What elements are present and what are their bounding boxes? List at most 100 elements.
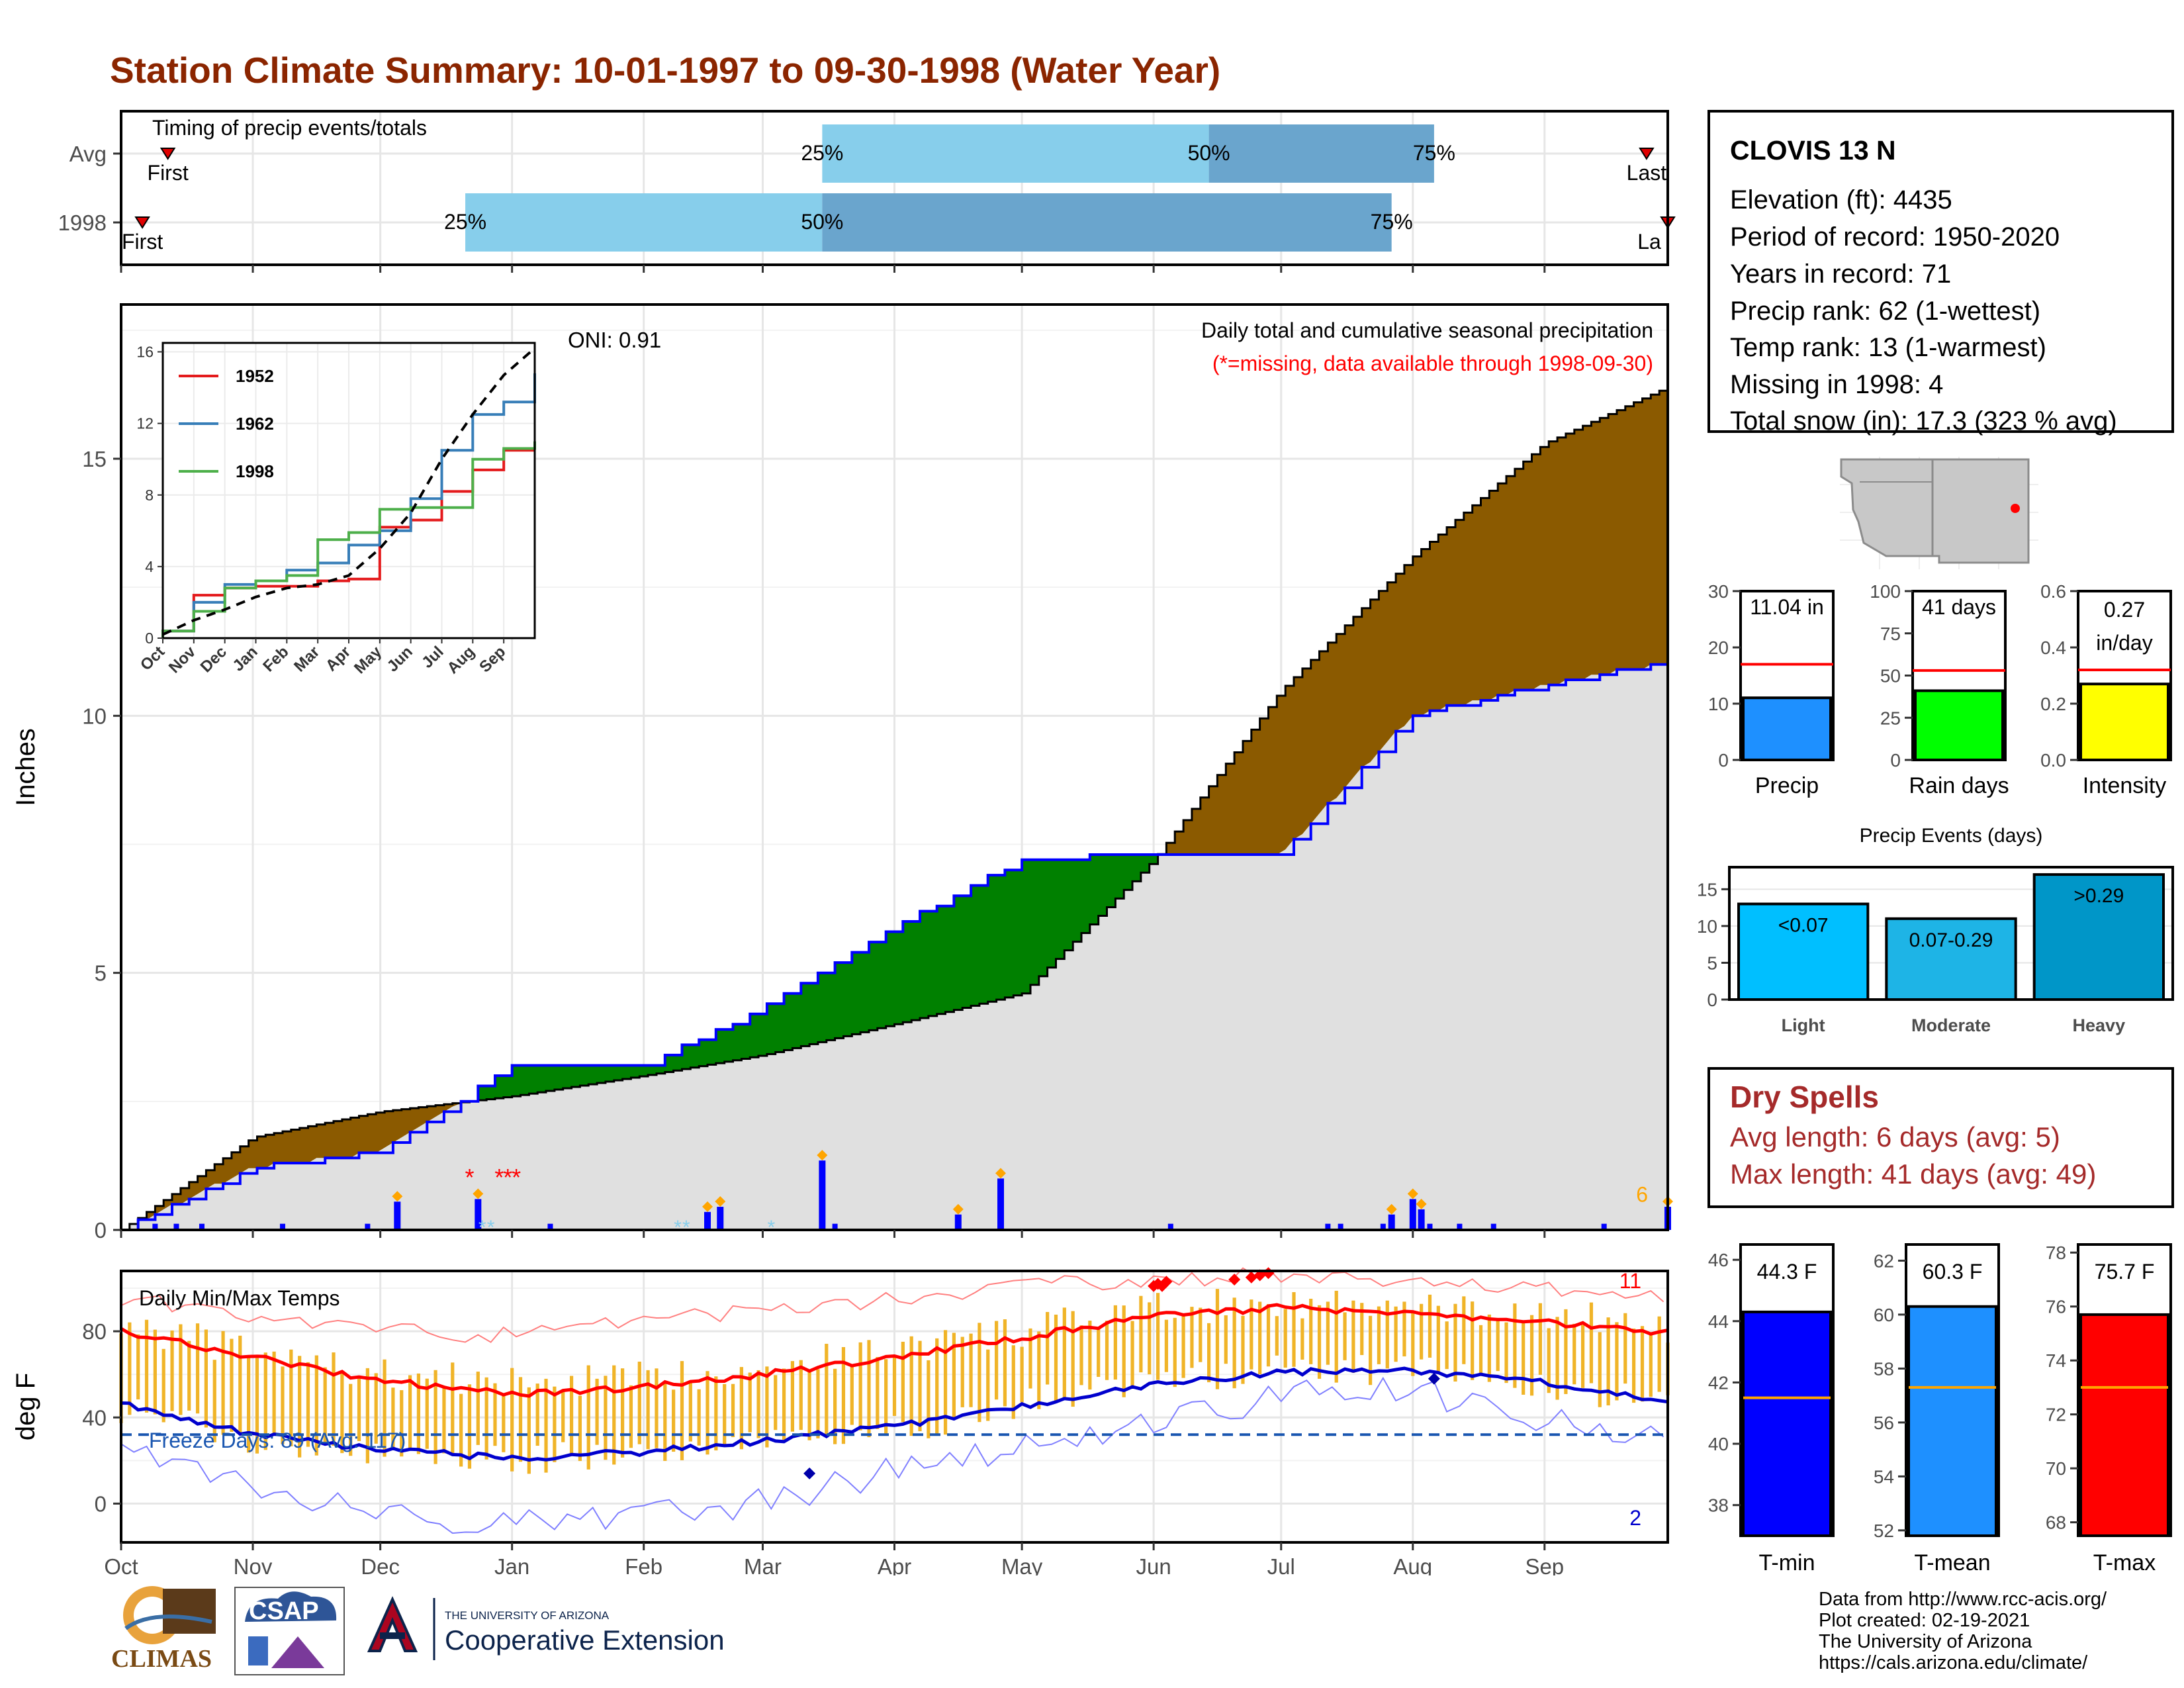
record-low-line xyxy=(120,1376,1664,1534)
daily-temp-bar xyxy=(994,1321,999,1400)
daily-temp-bar xyxy=(1572,1323,1576,1385)
daily-precip-event-marker xyxy=(392,1191,403,1202)
timing-bar-q2 xyxy=(465,193,823,252)
summary-bar xyxy=(1742,696,1832,761)
daily-temp-bar xyxy=(1529,1315,1534,1396)
precip-deficit-area xyxy=(121,387,1668,1230)
daily-precip-event-marker xyxy=(1416,1198,1427,1209)
daily-temp-bar xyxy=(807,1372,811,1440)
daily-temp-bar xyxy=(467,1384,472,1469)
oni-label: ONI: 0.91 xyxy=(568,328,661,352)
daily-temp-bar xyxy=(765,1366,769,1448)
daily-temp-bar xyxy=(459,1393,463,1467)
daily-temp-bar xyxy=(1402,1301,1406,1357)
climas-logo: CLIMAS xyxy=(111,1586,216,1673)
dry-spells-avg-length: Avg length: 6 days (avg: 5) xyxy=(1730,1121,2060,1152)
inset-y-tick-label: 16 xyxy=(136,344,154,361)
daily-temp-bar xyxy=(408,1375,412,1451)
timing-pct-label: 50% xyxy=(801,210,843,234)
daily-precip-event-marker xyxy=(817,1150,828,1161)
footer-university: The University of Arizona xyxy=(1819,1631,2032,1652)
station-name: CLOVIS 13 N xyxy=(1730,135,1896,165)
avg-max-line xyxy=(120,1303,1668,1398)
daily-temp-bar xyxy=(1317,1305,1322,1379)
daily-temp-bar xyxy=(1071,1311,1075,1407)
daily-temp-bar xyxy=(1555,1317,1559,1400)
daily-precip-bar xyxy=(819,1160,826,1230)
events-range-label: 0.07-0.29 xyxy=(1909,929,1993,951)
station-temp-rank: Temp rank: 13 (1-warmest) xyxy=(1730,333,2046,362)
daily-temp-bar xyxy=(1113,1305,1117,1380)
ua-big-text: Cooperative Extension xyxy=(445,1624,725,1656)
station-total-snow: Total snow (in): 17.3 (323 % avg) xyxy=(1730,406,2117,436)
daily-temp-bar xyxy=(1368,1315,1373,1385)
footer-plot-created: Plot created: 02-19-2021 xyxy=(1819,1610,2030,1631)
events-frame xyxy=(1728,866,2174,1001)
daily-temp-bar xyxy=(1062,1307,1066,1400)
summary-y-tick-label: 0.6 xyxy=(2040,583,2066,602)
events-y-tick-label: 15 xyxy=(1697,879,1717,900)
summary-value-label: 0.27 xyxy=(2104,598,2145,622)
temp-y-tick-label: 40 xyxy=(82,1405,107,1430)
month-tick-label: Jun xyxy=(1136,1554,1171,1575)
missing-data-marker: * xyxy=(503,1164,512,1191)
daily-temp-bar xyxy=(442,1387,446,1454)
daily-precip-bar xyxy=(1418,1209,1425,1230)
daily-temp-bar xyxy=(1657,1316,1661,1392)
timing-bar-q3 xyxy=(1208,124,1434,183)
daily-temp-bar xyxy=(1606,1317,1610,1406)
temp-summary-y-tick-label: 70 xyxy=(2046,1458,2066,1479)
summary-bar-label: Precip xyxy=(1755,773,1819,798)
timing-first-label: First xyxy=(148,161,189,185)
temp-summary-y-tick-label: 58 xyxy=(1874,1358,1894,1379)
snow-marker: * xyxy=(767,1217,775,1239)
precip-y-axis-title: Inches xyxy=(11,728,40,806)
daily-temp-bar xyxy=(1139,1295,1143,1373)
station-location-marker xyxy=(2011,504,2020,513)
month-tick-label: Apr xyxy=(878,1554,911,1575)
daily-precip-bar-small xyxy=(1457,1223,1463,1230)
summary-y-tick-label: 0.4 xyxy=(2040,637,2066,658)
daily-temp-bar xyxy=(1632,1328,1636,1403)
daily-temp-bar xyxy=(1326,1301,1330,1365)
daily-temp-bar xyxy=(1522,1321,1525,1395)
daily-temp-bar xyxy=(1360,1303,1364,1356)
daily-temp-bar xyxy=(1148,1302,1152,1375)
summary-y-tick-label: 75 xyxy=(1880,624,1901,644)
month-tick-label: Feb xyxy=(625,1554,662,1575)
precip-y-tick-label: 0 xyxy=(95,1218,107,1243)
daily-temp-bar xyxy=(1420,1303,1424,1360)
daily-temp-bar xyxy=(1411,1312,1415,1376)
summary-y-tick-label: 100 xyxy=(1870,583,1901,602)
daily-temp-bar xyxy=(1215,1289,1220,1389)
daily-temp-bar xyxy=(365,1368,369,1464)
summary-y-tick-label: 25 xyxy=(1880,708,1901,728)
daily-temp-bar xyxy=(918,1340,922,1432)
precip-y-tick-label: 5 xyxy=(95,961,107,986)
daily-temp-bar xyxy=(1436,1305,1440,1373)
dry-spells-max-length: Max length: 41 days (avg: 49) xyxy=(1730,1158,2097,1190)
precip-average-line xyxy=(121,387,1669,1231)
daily-temp-bar xyxy=(774,1375,778,1430)
temp-caption: Daily Min/Max Temps xyxy=(139,1286,340,1310)
daily-precip-bar-small xyxy=(365,1223,371,1230)
daily-precip-bar-small xyxy=(279,1223,285,1230)
daily-temp-bar xyxy=(1292,1291,1296,1367)
daily-temp-bar xyxy=(1513,1303,1517,1388)
daily-temp-bar xyxy=(986,1349,990,1421)
daily-temp-bar xyxy=(1309,1298,1313,1364)
temp-summary-bar-label: T-min xyxy=(1759,1550,1815,1575)
temp-y-axis-title: deg F xyxy=(11,1373,40,1440)
daily-temp-bar xyxy=(255,1358,259,1454)
daily-temp-bar xyxy=(697,1389,701,1446)
daily-temp-bar xyxy=(604,1376,608,1460)
temp-summary-y-tick-label: 78 xyxy=(2046,1243,2066,1263)
daily-temp-bar xyxy=(1275,1316,1279,1356)
record-high-marker xyxy=(1253,1269,1266,1282)
events-category-label: Moderate xyxy=(1911,1015,1991,1035)
temp-y-tick-label: 0 xyxy=(95,1491,107,1516)
events-bar xyxy=(1885,917,2017,1001)
daily-temp-bar xyxy=(136,1334,140,1400)
daily-precip-bar xyxy=(704,1211,711,1230)
daily-temp-bar xyxy=(1037,1331,1041,1409)
